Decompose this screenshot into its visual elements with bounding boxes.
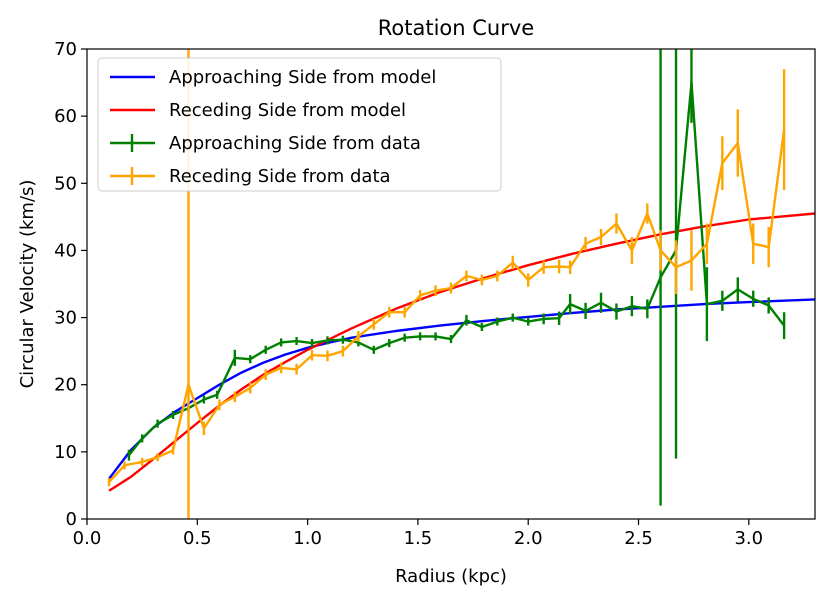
plot-frame (86, 48, 816, 520)
series-line (108, 212, 815, 492)
legend: Approaching Side from model Receding Side… (97, 57, 502, 192)
legend-label: Approaching Side from data (169, 133, 421, 154)
series-line (108, 129, 786, 483)
series-approaching-side-from-data (127, 49, 786, 506)
series-receding-side-from-data (107, 49, 786, 519)
y-tick-label: 60 (54, 106, 77, 127)
legend-label: Approaching Side from model (169, 67, 436, 88)
x-axis-ticks: 0.0 0.5 1.0 1.5 2.0 2.5 3.0 (73, 519, 763, 549)
series-line (127, 81, 786, 456)
legend-box (97, 57, 502, 192)
y-axis-ticks: 0 10 20 30 40 50 60 70 (54, 39, 87, 530)
y-tick-label: 20 (54, 375, 77, 396)
y-tick-label: 40 (54, 240, 77, 261)
x-tick-label: 2.0 (514, 528, 543, 549)
legend-label: Receding Side from data (169, 166, 391, 187)
x-tick-label: 0.5 (183, 528, 212, 549)
x-axis-label: Radius (kpc) (395, 566, 507, 587)
x-tick-label: 0.0 (73, 528, 102, 549)
y-tick-label: 70 (54, 39, 77, 60)
y-tick-label: 0 (66, 509, 77, 530)
y-tick-label: 10 (54, 442, 77, 463)
series-layer (107, 49, 815, 519)
chart-title: Rotation Curve (378, 16, 534, 40)
y-tick-label: 50 (54, 173, 77, 194)
series-receding-side-from-model (108, 212, 815, 492)
x-tick-label: 3.0 (734, 528, 763, 549)
x-tick-label: 1.0 (293, 528, 322, 549)
x-tick-label: 2.5 (624, 528, 653, 549)
legend-label: Receding Side from model (169, 100, 406, 121)
x-tick-label: 1.5 (404, 528, 433, 549)
y-tick-label: 30 (54, 308, 77, 329)
y-axis-label: Circular Velocity (km/s) (17, 180, 38, 389)
